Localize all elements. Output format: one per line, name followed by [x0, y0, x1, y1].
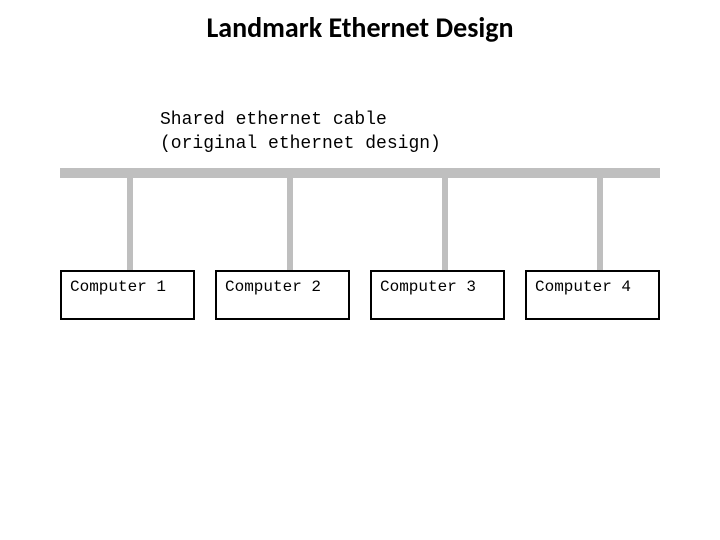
computer-node: Computer 1	[60, 270, 195, 320]
bus-caption-line2: (original ethernet design)	[160, 132, 441, 156]
page-title: Landmark Ethernet Design	[0, 10, 720, 45]
drop-cable	[287, 178, 293, 270]
bus-caption: Shared ethernet cable (original ethernet…	[160, 108, 441, 157]
drop-cable	[442, 178, 448, 270]
ethernet-bus	[60, 168, 660, 178]
computer-node: Computer 4	[525, 270, 660, 320]
computer-node-label: Computer 4	[535, 278, 631, 296]
bus-caption-line1: Shared ethernet cable	[160, 108, 441, 132]
computer-node: Computer 2	[215, 270, 350, 320]
computer-node-label: Computer 2	[225, 278, 321, 296]
computer-node-label: Computer 3	[380, 278, 476, 296]
computer-node: Computer 3	[370, 270, 505, 320]
drop-cable	[127, 178, 133, 270]
drop-cable	[597, 178, 603, 270]
computer-node-label: Computer 1	[70, 278, 166, 296]
